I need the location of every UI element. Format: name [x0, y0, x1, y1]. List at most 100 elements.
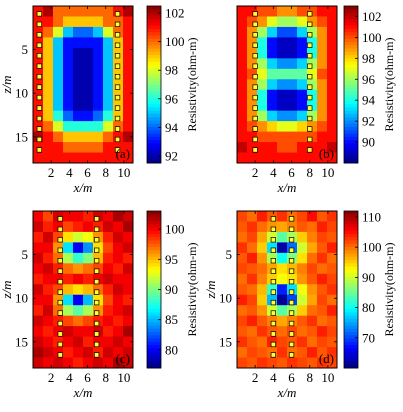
heatmap-cell: [297, 231, 308, 243]
heatmap-cell: [83, 89, 94, 101]
colorbar-segment: [344, 214, 358, 219]
heatmap-cell: [43, 284, 54, 296]
electrode-marker: [307, 94, 313, 101]
heatmap-cell: [297, 110, 308, 122]
colorbar-segment: [344, 230, 358, 235]
colorbar-segment: [147, 64, 161, 69]
colorbar-segment: [344, 302, 358, 307]
colorbar-tick-label: 95: [165, 252, 178, 267]
colorbar-segment: [344, 84, 358, 89]
x-tick-label: 6: [288, 165, 295, 180]
heatmap-cell: [33, 336, 44, 348]
heatmap-cell: [247, 79, 258, 91]
heatmap-cell: [327, 315, 338, 327]
heatmap-cell: [317, 26, 328, 38]
heatmap-cell: [43, 294, 54, 306]
heatmap-cell: [83, 305, 94, 317]
heatmap-cell: [73, 305, 84, 317]
electrode-marker: [252, 11, 258, 17]
heatmap-cell: [83, 336, 94, 348]
colorbar-segment: [147, 282, 161, 287]
colorbar-segment: [147, 227, 161, 232]
colorbar-segment: [147, 305, 161, 310]
heatmap-cell: [93, 37, 104, 49]
heatmap-cell: [63, 231, 74, 243]
colorbar-segment: [147, 87, 161, 92]
colorbar-segment: [344, 299, 358, 304]
colorbar-segment: [344, 263, 358, 268]
heatmap-cell: [53, 6, 64, 17]
colorbar-segment: [344, 322, 358, 326]
colorbar-segment: [344, 305, 358, 310]
heatmap-cell: [277, 231, 288, 243]
heatmap-cell: [277, 89, 288, 101]
heatmap-cell: [43, 89, 54, 101]
heatmap-cell: [123, 89, 134, 101]
heatmap-cell: [237, 121, 248, 132]
heatmap-cell: [297, 284, 308, 296]
electrode-marker: [252, 63, 258, 69]
heatmap-cell: [307, 336, 318, 348]
heatmap-cell: [297, 121, 308, 132]
colorbar-segment: [147, 113, 161, 118]
colorbar-segment: [147, 364, 161, 369]
heatmap-cell: [63, 6, 74, 17]
electrode-marker: [57, 341, 63, 348]
heatmap-cell: [103, 347, 114, 358]
colorbar-segment: [147, 253, 161, 258]
heatmap-cell: [257, 357, 268, 369]
heatmap-cell: [103, 121, 114, 132]
heatmap-cell: [277, 347, 288, 358]
electrode-marker: [93, 279, 100, 285]
colorbar-segment: [147, 94, 161, 99]
x-tick-label: 4: [270, 370, 277, 385]
colorbar-segment: [344, 94, 358, 99]
heatmap-cell: [73, 326, 84, 337]
colorbar-segment: [344, 279, 358, 284]
electrode-marker: [36, 126, 43, 132]
heatmap-cell: [123, 121, 134, 132]
heatmap-cell: [123, 263, 134, 275]
heatmap-cell: [93, 68, 104, 80]
electrode-marker: [36, 53, 43, 59]
electrode-marker: [36, 42, 43, 48]
colorbar-segment: [147, 338, 161, 343]
electrode-marker: [252, 94, 258, 101]
electrode-marker: [36, 63, 43, 69]
electrode-marker: [288, 352, 295, 358]
heatmap-cell: [123, 142, 134, 153]
electrode-marker: [288, 299, 295, 306]
heatmap-cell: [257, 242, 268, 254]
colorbar-segment: [147, 110, 161, 115]
heatmap-cell: [63, 47, 74, 59]
colorbar-segment: [147, 159, 161, 164]
electrode-marker: [57, 226, 63, 232]
colorbar-segment: [147, 322, 161, 326]
colorbar-segment: [344, 243, 358, 248]
electrode-marker: [270, 310, 277, 316]
plot-frame: [32, 210, 134, 369]
heatmap-cell: [43, 37, 54, 49]
x-axis-label: x/m: [73, 385, 93, 400]
colorbar-label: Resistivity(ohm-m): [382, 38, 396, 132]
electrode-marker: [307, 63, 313, 69]
heatmap-cell: [63, 284, 74, 296]
heatmap-cell: [257, 68, 268, 80]
heatmap-cell: [113, 294, 124, 306]
heatmap-cell: [53, 58, 64, 70]
heatmap-cell: [73, 242, 84, 254]
heatmap-cell: [123, 100, 134, 112]
heatmap-cell: [63, 242, 74, 254]
heatmap-cell: [297, 294, 308, 306]
electrode-marker: [252, 147, 258, 153]
colorbar-segment: [147, 107, 161, 112]
colorbar-segment: [147, 51, 161, 56]
colorbar-segment: [344, 269, 358, 274]
colorbar-segment: [344, 266, 358, 271]
heatmap-cell: [53, 79, 64, 91]
heatmap-cell: [307, 315, 318, 327]
heatmap-cell: [287, 110, 298, 122]
colorbar-segment: [344, 146, 358, 151]
heatmap-cell: [73, 37, 84, 49]
heatmap-cell: [267, 6, 278, 17]
